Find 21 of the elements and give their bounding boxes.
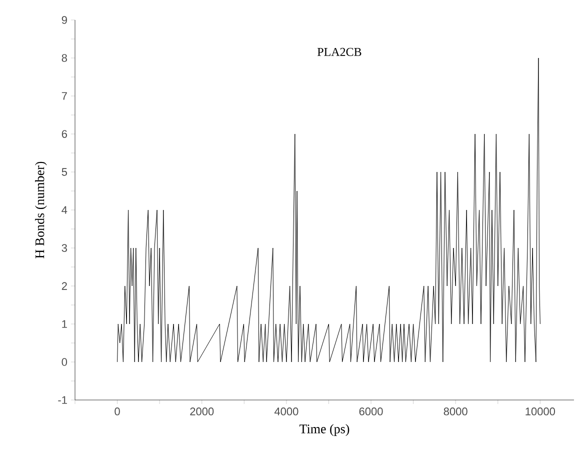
y-tick-label: 7 [62,92,67,100]
y-tick-label: 2 [62,282,67,290]
x-tick-label: 10000 [526,408,556,416]
y-tick-label: 6 [62,130,67,138]
y-tick-label: 1 [62,320,67,328]
y-axis-title: H Bonds (number) [35,162,47,258]
y-tick-label: 5 [62,168,68,176]
y-tick-label: 9 [62,16,67,24]
y-tick-label: -1 [58,396,67,404]
x-tick-label: 4000 [274,408,298,416]
x-tick-label: 8000 [444,408,468,416]
y-tick-label: 4 [62,206,68,214]
x-tick-label: 6000 [359,408,383,416]
text: PLA2CB [317,48,362,56]
x-axis-title: Time (ps) [300,424,350,436]
x-tick-label: 2000 [190,408,214,416]
line-series [117,58,540,362]
x-tick-label: 0 [114,408,120,416]
y-tick-label: 3 [62,244,67,252]
y-tick-label: 8 [62,54,67,62]
y-tick-label: 0 [62,358,68,366]
